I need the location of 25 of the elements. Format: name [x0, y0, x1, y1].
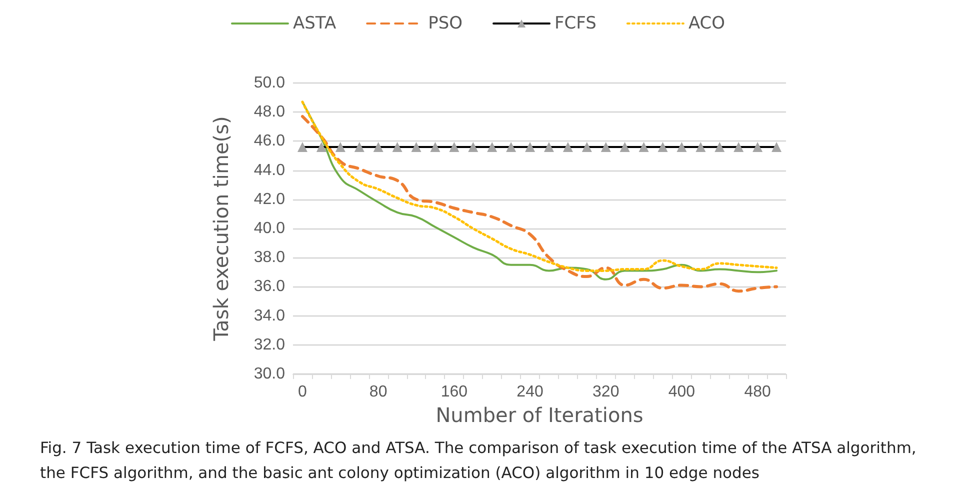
- y-tick-label: 44.0: [254, 162, 286, 179]
- y-tick-label: 50.0: [254, 74, 286, 92]
- y-tick-label: 40.0: [254, 220, 286, 237]
- legend-label: ASTA: [292, 14, 336, 34]
- x-tick-label: 480: [744, 384, 772, 400]
- y-tick-label: 38.0: [254, 249, 286, 266]
- y-tick-label: 36.0: [254, 278, 286, 296]
- x-tick-label: 240: [516, 384, 544, 400]
- legend-label: ACO: [688, 14, 726, 34]
- y-tick-label: 42.0: [254, 190, 286, 208]
- x-axis-title: Number of Iterations: [436, 402, 644, 427]
- caption: Fig. 7 Task execution time of FCFS, ACO and ATSA. The comparison of task execution time of the ATSA algorithm, the FCFS algorithm, and the basic ant colony optimization (ACO) algorithm in 10 edge nodes: [40, 438, 918, 484]
- legend-label: FCFS: [554, 14, 596, 34]
- legend-label: PSO: [428, 14, 463, 34]
- y-tick-label: 48.0: [254, 104, 286, 121]
- x-tick-label: 400: [668, 384, 696, 400]
- y-tick-label: 32.0: [254, 336, 286, 354]
- x-tick-label: 0: [298, 384, 308, 400]
- x-tick-label: 160: [440, 384, 468, 400]
- y-axis-title: Task execution time(s): [209, 116, 233, 342]
- y-tick-label: 46.0: [254, 132, 286, 150]
- y-tick-label: 30.0: [254, 366, 286, 382]
- x-tick-label: 320: [592, 384, 620, 400]
- x-tick-label: 80: [369, 384, 388, 400]
- y-tick-label: 34.0: [254, 307, 286, 324]
